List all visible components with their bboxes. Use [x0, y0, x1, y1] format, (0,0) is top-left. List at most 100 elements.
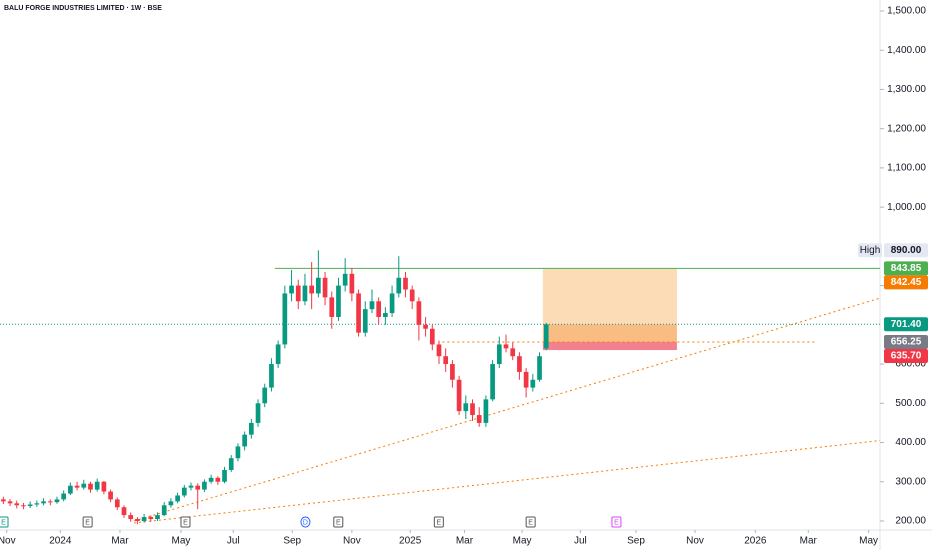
- event-marker: [0, 516, 9, 528]
- candle-body: [316, 277, 321, 294]
- candle-body: [409, 289, 415, 302]
- y-tick-label: 1,300.00: [887, 84, 926, 95]
- event-marker: [433, 516, 444, 528]
- price-label: 843.85: [891, 263, 922, 274]
- candle-body: [68, 485, 73, 494]
- position-stop: [542, 341, 677, 351]
- price-label-box: [884, 317, 928, 332]
- candle-body: [396, 277, 402, 294]
- candle-body: [242, 434, 247, 447]
- candle-body: [490, 364, 495, 400]
- candle-body: [168, 501, 174, 506]
- y-tick-label: 400.00: [895, 437, 926, 448]
- position-entry-zone: [542, 324, 677, 342]
- price-label: 701.40: [891, 319, 922, 330]
- candle-body: [155, 515, 160, 520]
- candle-body: [436, 344, 442, 357]
- event-label: E: [336, 519, 341, 526]
- candle-body: [429, 328, 435, 345]
- candle-body: [443, 356, 449, 365]
- x-tick-label: Nov: [343, 536, 361, 547]
- candle-body: [336, 285, 341, 317]
- candle-body: [181, 487, 187, 496]
- event-marker: [525, 516, 536, 528]
- x-tick-label: Jul: [227, 536, 240, 547]
- event-label: D: [303, 519, 308, 526]
- candle-body: [208, 477, 214, 482]
- candle-body: [61, 493, 67, 500]
- event-label: E: [183, 519, 188, 526]
- candle-body: [383, 313, 388, 317]
- candle-body: [450, 364, 455, 380]
- candle-body: [121, 507, 127, 516]
- y-tick-label: 1,000.00: [887, 202, 926, 213]
- candle-body: [228, 458, 234, 470]
- price-label-box: [884, 334, 928, 349]
- candle-body: [195, 485, 201, 490]
- x-tick-label: Nov: [0, 536, 16, 547]
- candle-body: [175, 495, 180, 502]
- y-tick-label: 300.00: [895, 476, 926, 487]
- y-tick-label: 1,400.00: [887, 45, 926, 56]
- candle-body: [269, 364, 274, 388]
- candle-body: [416, 301, 422, 325]
- candle-body: [403, 277, 408, 290]
- candle-body: [523, 371, 529, 388]
- x-tick-label: May: [859, 536, 878, 547]
- x-tick-label: May: [172, 536, 191, 547]
- x-tick-label: 2025: [399, 536, 422, 547]
- event-marker: [611, 516, 622, 528]
- candle-body: [108, 491, 113, 500]
- price-tag-box: [858, 243, 882, 258]
- candle-body: [369, 301, 375, 310]
- price-label: 890.00: [891, 245, 922, 256]
- candle-body: [362, 309, 368, 333]
- x-tick-label: Mar: [800, 536, 818, 547]
- candle-body: [262, 387, 268, 404]
- candle-body: [21, 505, 26, 507]
- candle-body: [282, 293, 288, 345]
- price-label-box: [884, 261, 928, 276]
- candle-body: [543, 324, 549, 349]
- candle-body: [74, 485, 80, 488]
- candle-body: [188, 485, 194, 488]
- price-label-box: [884, 348, 928, 363]
- candle-body: [7, 501, 13, 504]
- candle-body: [517, 356, 522, 372]
- event-marker: [300, 516, 311, 528]
- price-label: 635.70: [891, 351, 922, 362]
- candle-body: [309, 285, 314, 294]
- x-tick-label: Mar: [456, 536, 474, 547]
- x-tick-label: Jul: [574, 536, 587, 547]
- price-label-box: [884, 275, 928, 290]
- y-tick-label: 1,500.00: [887, 6, 926, 17]
- candle-body: [248, 422, 254, 435]
- candle-body: [14, 503, 20, 506]
- candle-body: [161, 505, 167, 516]
- candle-body: [27, 504, 33, 507]
- candle-body: [389, 293, 395, 314]
- candle-body: [322, 277, 328, 298]
- candle-body: [289, 285, 294, 294]
- candle-body: [34, 503, 40, 505]
- candle-body: [81, 483, 87, 488]
- candle-body: [141, 517, 147, 521]
- x-tick-label: Mar: [111, 536, 129, 547]
- candle-body: [496, 344, 502, 365]
- event-marker: [180, 516, 191, 528]
- candle-body: [483, 399, 489, 423]
- candle-body: [202, 481, 207, 490]
- candle-body: [342, 273, 348, 286]
- event-label: E: [528, 519, 533, 526]
- candle-body: [423, 324, 428, 329]
- candle-body: [510, 348, 516, 357]
- x-tick-label: Nov: [686, 536, 704, 547]
- candle-body: [275, 344, 281, 365]
- event-marker: [82, 516, 93, 528]
- candle-body: [148, 517, 154, 520]
- x-tick-label: 2026: [744, 536, 767, 547]
- candle-body: [329, 297, 335, 317]
- y-tick-label: 200.00: [895, 516, 926, 527]
- event-label: E: [85, 519, 90, 526]
